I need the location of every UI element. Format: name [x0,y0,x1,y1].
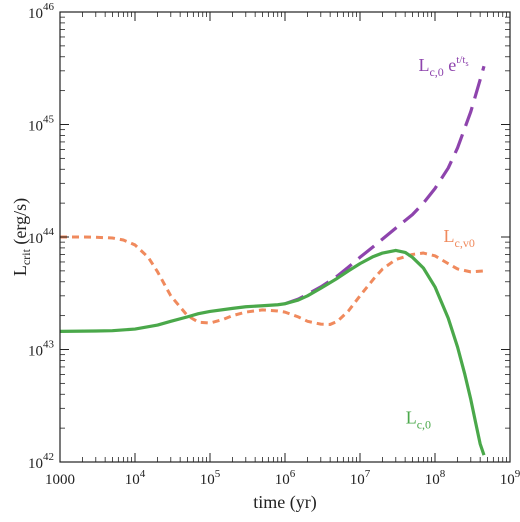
x-tick-label-base: 10 [350,472,365,488]
x-tick-label-base: 10 [425,472,440,488]
y-tick-label: 1044 [28,226,55,247]
x-tick-label: 1000 [45,472,75,488]
series-label-main: L [444,226,455,246]
x-tick-label-exponent: 5 [215,468,221,480]
series-label-subscript: c,0 [417,417,431,431]
y-axis-title: Lcrit (erg/s) [10,198,33,276]
series-line-lcv0 [60,235,485,326]
series-label-lc0-exp: Lc,0 et/ts [418,54,468,79]
y-axis-title-subscript: crit [19,248,33,265]
x-tick-label: 105 [200,468,221,488]
x-tick-label-exponent: 7 [365,468,371,480]
series-line-lc0 [59,248,486,456]
series-label-superscript-subscript: s [465,59,468,68]
y-tick-label: 1043 [28,339,55,360]
y-axis-title-unit: (erg/s) [10,198,31,249]
x-tick-label-exponent: 6 [290,468,296,480]
y-axis-title-base: L [10,265,30,276]
x-tick-label-base: 1000 [45,472,75,488]
y-tick-label-base: 10 [28,231,43,247]
x-tick-label: 109 [500,468,520,488]
x-tick-label: 106 [275,468,296,488]
series-label-superscript: t/t [456,54,465,66]
series-layer [59,65,486,456]
x-tick-label-base: 10 [125,472,140,488]
y-tick-label: 1046 [28,1,55,22]
x-tick-label-base: 10 [500,472,515,488]
x-tick-label: 107 [350,468,371,488]
series-label-main: L [418,55,429,75]
plot-frame [59,11,511,463]
series-label-main: L [406,407,417,427]
series-label-lcv0: Lc,v0 [444,226,475,250]
x-tick-label-base: 10 [200,472,215,488]
y-tick-label-exponent: 44 [43,226,55,238]
series-label-subscript: c,v0 [455,236,475,250]
y-tick-label-exponent: 42 [43,451,54,463]
y-tick-label-base: 10 [28,456,43,472]
y-tick-label-base: 10 [28,6,43,22]
x-axis: 1000 104 105 106 107 108 109 [45,12,520,488]
y-tick-label-exponent: 43 [43,339,55,351]
x-axis-title: time (yr) [253,492,316,513]
x-tick-label: 108 [425,468,446,488]
y-tick-label-exponent: 46 [43,1,55,13]
series-label-tail: e [444,55,457,75]
y-tick-label-base: 10 [28,344,43,360]
x-tick-label: 104 [125,468,146,488]
y-tick-label: 1042 [28,451,54,472]
series-label-subscript: c,0 [429,65,443,79]
series-label-lc0: Lc,0 [406,407,431,431]
x-tick-label-exponent: 4 [140,468,146,480]
y-tick-label-base: 10 [28,119,43,135]
y-tick-label-exponent: 45 [43,114,55,126]
y-tick-label: 1045 [28,114,55,135]
x-tick-label-exponent: 8 [440,468,446,480]
x-tick-label-base: 10 [275,472,290,488]
x-tick-label-exponent: 9 [515,468,520,480]
